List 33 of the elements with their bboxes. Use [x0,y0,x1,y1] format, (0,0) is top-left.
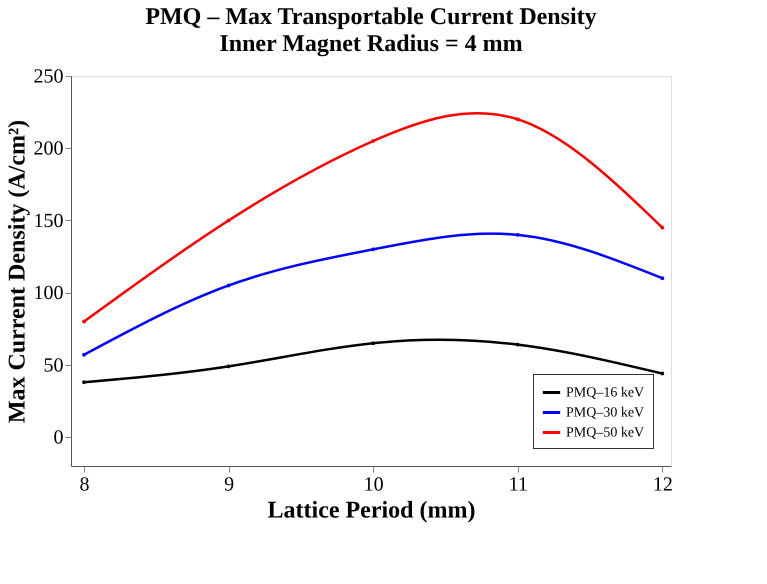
x-tick-label: 8 [80,474,90,496]
point [371,247,376,252]
x-tick-label: 11 [508,474,528,496]
point [82,320,86,324]
point [226,218,230,222]
x-tick-label: 12 [652,474,673,496]
point [371,139,376,143]
point [660,226,664,230]
point [82,352,86,357]
y-tick-label: 150 [34,210,64,232]
legend-label: PMQ–16 keV [566,386,644,400]
y-tick-label: 200 [34,138,64,160]
point [660,372,664,376]
y-tick-label: 250 [34,66,64,88]
point [516,342,520,347]
point [82,380,86,384]
x-tick-label: 10 [364,474,384,496]
legend-label: PMQ–50 keV [566,426,644,440]
x-tick-label: 9 [224,474,234,496]
point [226,284,230,288]
chart-subtitle: Inner Magnet Radius = 4 mm [219,31,523,57]
point [660,276,664,280]
y-axis-title: Max Current Density (A/cm²) [4,120,30,424]
y-tick-label: 50 [44,354,64,376]
point [516,117,520,122]
point [226,364,230,368]
point [371,341,376,346]
y-tick-label: 0 [54,426,64,449]
legend-label: PMQ–30 keV [566,406,644,420]
x-axis-title: Lattice Period (mm) [268,498,476,524]
chart-title: PMQ – Max Transportable Current Density [145,4,597,30]
point [516,233,520,237]
y-tick-label: 100 [34,282,64,304]
